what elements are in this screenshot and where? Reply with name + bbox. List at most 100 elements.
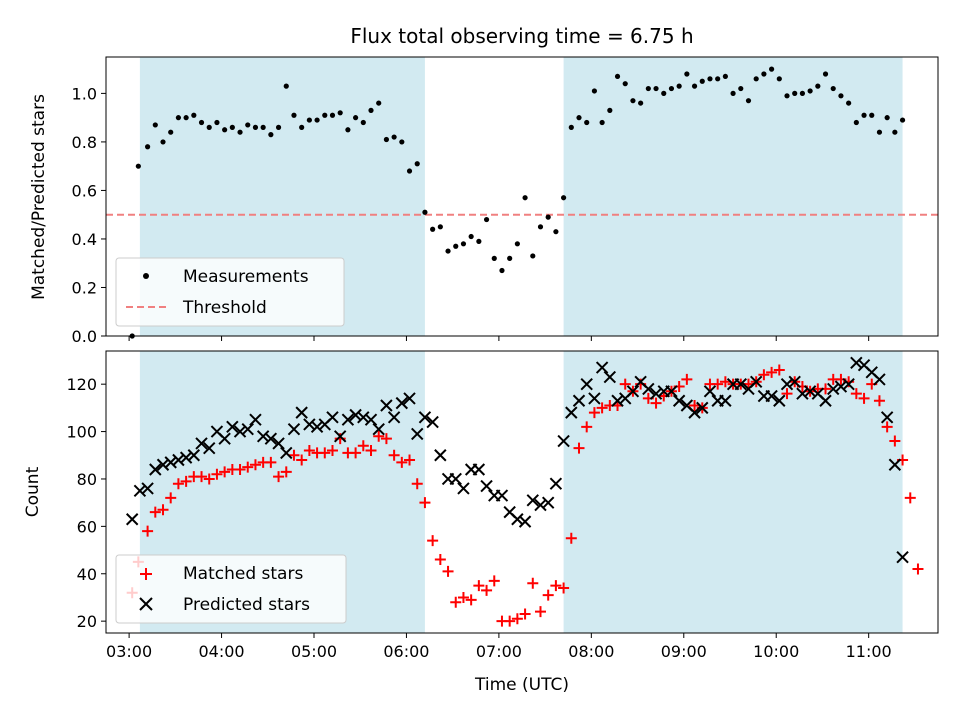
measurement-point xyxy=(376,100,382,106)
measurement-point xyxy=(252,124,259,130)
predicted-point xyxy=(187,449,201,462)
predicted-point xyxy=(788,375,801,389)
matched-point xyxy=(766,366,778,378)
matched-point xyxy=(504,615,516,627)
measurement-point xyxy=(229,124,235,130)
predicted-point xyxy=(580,377,593,391)
measurement-point xyxy=(260,124,266,130)
predicted-point xyxy=(603,370,617,384)
y-tick-label: 0.4 xyxy=(72,230,97,249)
measurement-point xyxy=(846,100,852,106)
measurement-point xyxy=(661,90,667,96)
predicted-point xyxy=(472,463,486,476)
measurement-point xyxy=(622,81,628,87)
matched-point xyxy=(350,447,362,459)
x-axis-label: Time (UTC) xyxy=(474,675,569,695)
y-tick-label: 0.8 xyxy=(72,133,97,152)
matched-point xyxy=(565,532,577,544)
predicted-point xyxy=(149,463,162,476)
predicted-point xyxy=(411,427,424,441)
measurement-point xyxy=(869,112,875,118)
predicted-point xyxy=(827,382,840,396)
predicted-point xyxy=(241,422,254,436)
matched-point xyxy=(681,373,693,385)
legend-measurements-label: Measurements xyxy=(183,267,309,287)
predicted-point xyxy=(642,382,655,396)
matched-point xyxy=(442,565,454,577)
matched-point xyxy=(588,407,600,419)
predicted-point xyxy=(834,380,848,393)
legend-box xyxy=(115,554,347,624)
matched-point xyxy=(542,589,554,601)
predicted-point xyxy=(480,479,493,493)
measurement-point xyxy=(175,115,182,121)
matched-point xyxy=(211,468,223,480)
predicted-point xyxy=(749,375,763,389)
matched-point xyxy=(481,584,493,596)
matched-point xyxy=(457,591,469,603)
measurement-point xyxy=(545,214,551,220)
matched-point xyxy=(889,435,901,447)
measurement-point xyxy=(135,163,141,169)
measurement-point xyxy=(769,66,775,72)
predicted-point xyxy=(326,411,339,424)
matched-point xyxy=(249,459,261,471)
predicted-point xyxy=(333,430,347,443)
measurement-point xyxy=(638,100,644,106)
predicted-point xyxy=(218,432,231,445)
predicted-point xyxy=(796,387,809,400)
measurement-point xyxy=(838,93,844,99)
matched-point xyxy=(527,577,539,589)
matched-point xyxy=(180,475,192,487)
measurement-point xyxy=(699,78,705,84)
matched-point xyxy=(450,596,462,608)
predicted-point xyxy=(888,458,902,471)
plot-frame xyxy=(105,56,939,337)
matched-point xyxy=(465,594,477,606)
y-tick-label: 40 xyxy=(77,565,97,584)
measurement-point xyxy=(322,112,328,118)
matched-point xyxy=(881,421,893,433)
predicted-point xyxy=(387,411,401,424)
matched-point xyxy=(357,440,369,452)
predicted-point xyxy=(696,401,709,415)
plot-frame xyxy=(105,350,939,634)
measurement-point xyxy=(422,209,428,215)
predicted-point xyxy=(403,392,416,405)
measurement-point xyxy=(861,112,867,118)
predicted-point xyxy=(595,361,609,374)
predicted-point xyxy=(395,396,409,410)
predicted-point xyxy=(434,449,447,462)
measurement-point xyxy=(191,112,197,118)
measurement-point xyxy=(283,83,289,89)
matched-point xyxy=(288,449,300,461)
matched-point xyxy=(511,613,523,625)
predicted-point xyxy=(873,373,886,386)
predicted-point xyxy=(511,513,524,526)
y-tick-label: 20 xyxy=(77,612,97,631)
measurement-point xyxy=(406,168,413,174)
predicted-point xyxy=(449,472,462,486)
measurement-point xyxy=(591,88,598,94)
matched-point xyxy=(157,504,169,516)
matched-point xyxy=(873,395,885,407)
measurement-point xyxy=(668,85,675,92)
matched-point xyxy=(427,535,439,547)
legend-threshold-label: Threshold xyxy=(182,298,267,318)
predicted-point xyxy=(557,434,570,448)
measurement-point xyxy=(561,195,567,201)
measurement-point xyxy=(206,124,212,130)
measurement-point xyxy=(676,83,682,89)
y-axis-label: Matched/Predicted stars xyxy=(29,94,49,300)
measurement-point xyxy=(306,117,312,123)
matched-point xyxy=(326,445,338,457)
predicted-point xyxy=(280,446,293,460)
predicted-point xyxy=(649,387,663,400)
measurement-point xyxy=(807,88,813,94)
predicted-point xyxy=(842,377,855,391)
matched-points xyxy=(126,364,924,627)
matched-point xyxy=(858,392,870,404)
ratio-panel: 0.0 0.2 0.4 0.6 0.8 1.0 Matched/Predicted sta… xyxy=(29,56,939,346)
measurement-point xyxy=(345,127,351,133)
measurement-point xyxy=(430,226,436,232)
